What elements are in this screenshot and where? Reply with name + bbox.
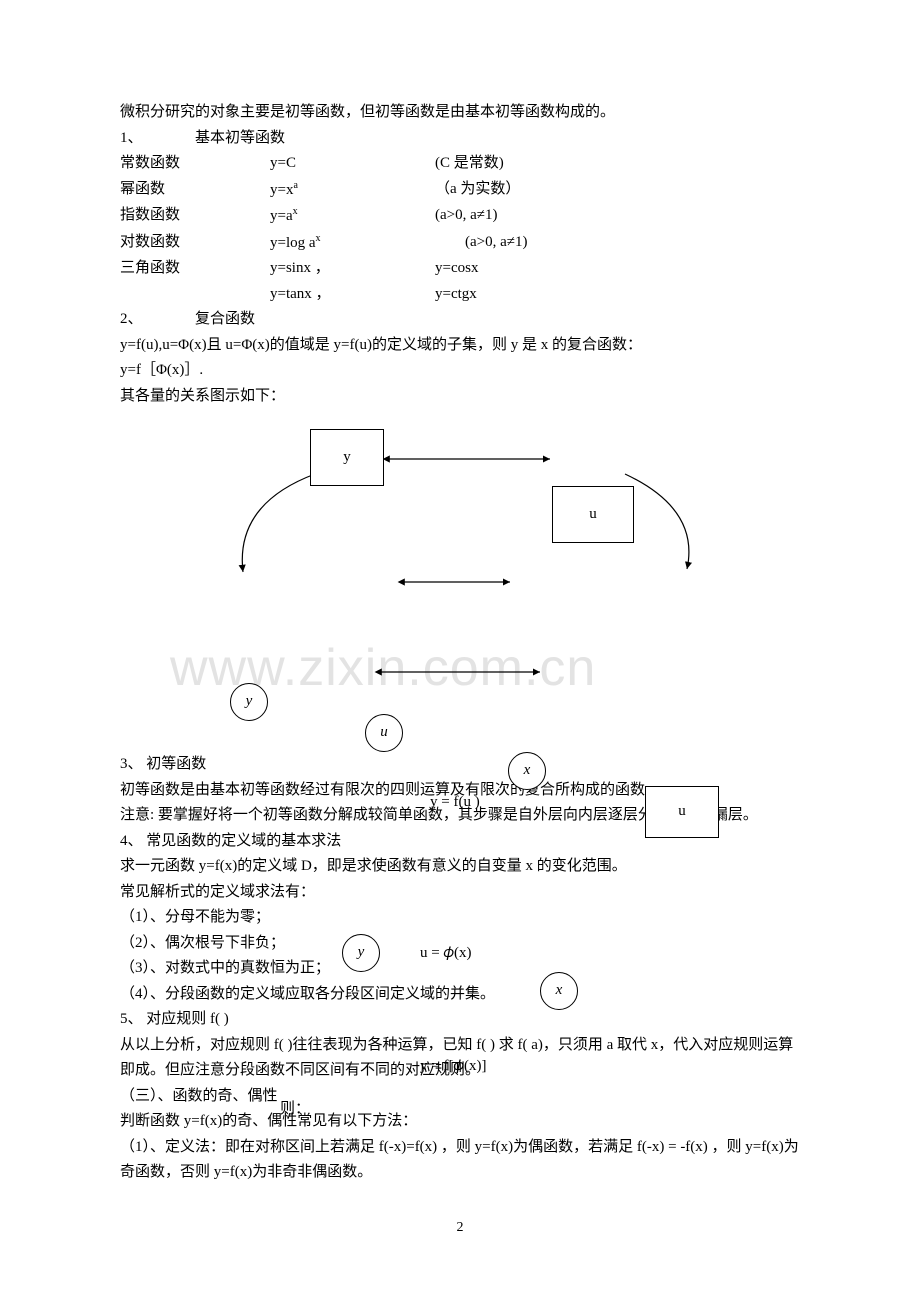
func-name: 三角函数 — [120, 256, 270, 282]
box-y: y — [310, 429, 384, 486]
s5-num: 5、 — [120, 1011, 143, 1027]
page-number: 2 — [120, 1216, 800, 1240]
s2-line2: y=f［Φ(x)］. — [120, 358, 800, 384]
composite-function-diagram: www.zixin.com.cn y u y u — [120, 414, 800, 714]
function-row: y=tanx ，y=ctgx — [120, 282, 800, 308]
section-3-heading: 3、 初等函数 — [120, 752, 800, 778]
func-cond: y=cosx — [435, 256, 800, 282]
s1-title: 基本初等函数 — [195, 126, 285, 152]
s4-num: 4、 — [120, 833, 143, 849]
func-cond: （a 为实数） — [435, 177, 800, 204]
function-row: 常数函数y=C(C 是常数) — [120, 151, 800, 177]
circle-u-mid: u — [365, 714, 403, 752]
func-name: 指数函数 — [120, 203, 270, 230]
circle-x-mid: x — [508, 752, 546, 790]
circle-y-bottom: y — [342, 934, 380, 972]
s4-i1: （1）、分母不能为零； — [120, 905, 800, 931]
s3-num: 3、 — [120, 756, 143, 772]
section-1-heading: 1、 基本初等函数 — [120, 126, 800, 152]
page: 微积分研究的对象主要是初等函数，但初等函数是由基本初等函数构成的。 1、 基本初… — [0, 0, 920, 1279]
s4-p1: 求一元函数 y=f(x)的定义域 D，即是求使函数有意义的自变量 x 的变化范围… — [120, 854, 800, 880]
function-table: 常数函数y=C(C 是常数)幂函数y=xa（a 为实数）指数函数y=ax(a>0… — [120, 151, 800, 307]
func-expr: y=ax — [270, 203, 435, 230]
diagram-lines — [120, 414, 800, 714]
s5-title: 对应规则 f( ) — [146, 1011, 229, 1027]
function-row: 对数函数y=log ax(a>0, a≠1) — [120, 230, 800, 257]
s2-line1: y=f(u),u=Φ(x)且 u=Φ(x)的值域是 y=f(u)的定义域的子集，… — [120, 333, 800, 359]
func-expr: y=tanx ， — [270, 282, 435, 308]
func-cond: y=ctgx — [435, 282, 800, 308]
func-cond: (a>0, a≠1) — [435, 203, 800, 230]
circle-y-left: y — [230, 683, 268, 721]
func-name — [120, 282, 270, 308]
func-expr: y=xa — [270, 177, 435, 204]
s4-p2: 常见解析式的定义域求法有： — [120, 880, 800, 906]
func-cond: (a>0, a≠1) — [435, 230, 800, 257]
label-top: y = f(u ) — [430, 790, 920, 816]
func-expr: y=C — [270, 151, 435, 177]
s2-num: 2、 — [120, 307, 195, 333]
label-then: 则： — [280, 1097, 920, 1123]
s4-i4: （4）、分段函数的定义域应取各分段区间定义域的并集。 — [120, 982, 800, 1008]
s3-title: 初等函数 — [146, 756, 206, 772]
circle-x-bottom: x — [540, 972, 578, 1010]
s6-p2: （1）、定义法：即在对称区间上若满足 f(-x)=f(x) ，则 y=f(x)为… — [120, 1135, 800, 1186]
s2-title: 复合函数 — [195, 307, 255, 333]
s1-num: 1、 — [120, 126, 195, 152]
section-2-heading: 2、 复合函数 — [120, 307, 800, 333]
func-name: 幂函数 — [120, 177, 270, 204]
func-name: 对数函数 — [120, 230, 270, 257]
function-row: 三角函数y=sinx ，y=cosx — [120, 256, 800, 282]
label-mid: u = 𝜙(x) — [420, 941, 920, 967]
s2-line3: 其各量的关系图示如下： — [120, 384, 800, 410]
func-expr: y=sinx ， — [270, 256, 435, 282]
func-expr: y=log ax — [270, 230, 435, 257]
box-u: u — [552, 486, 634, 543]
section-5-heading: 5、 对应规则 f( ) — [120, 1007, 800, 1033]
function-row: 指数函数y=ax(a>0, a≠1) — [120, 203, 800, 230]
func-name: 常数函数 — [120, 151, 270, 177]
s4-title: 常见函数的定义域的基本求法 — [146, 833, 341, 849]
label-bottom: y = f[𝜙(x)] — [420, 1054, 920, 1080]
func-cond: (C 是常数) — [435, 151, 800, 177]
function-row: 幂函数y=xa（a 为实数） — [120, 177, 800, 204]
intro-text: 微积分研究的对象主要是初等函数，但初等函数是由基本初等函数构成的。 — [120, 100, 800, 126]
